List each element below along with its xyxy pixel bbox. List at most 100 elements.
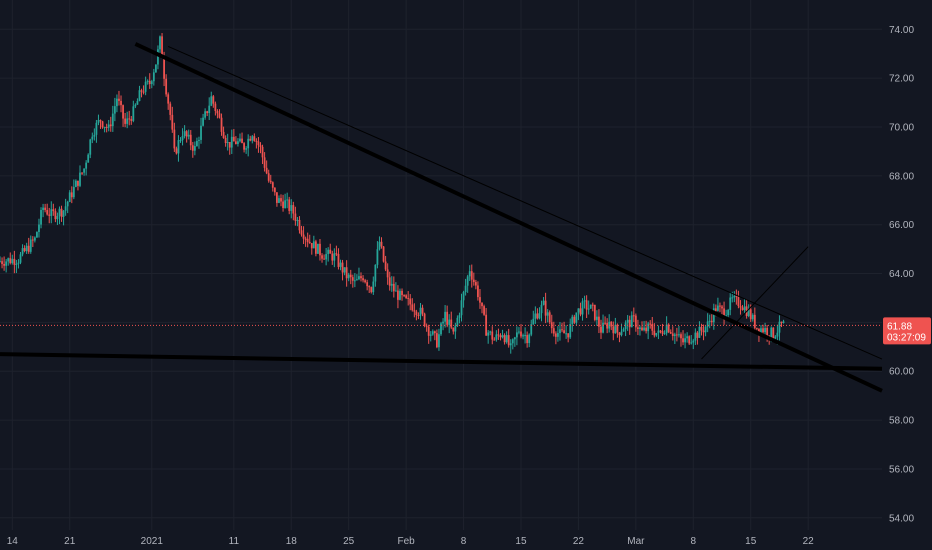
- candle-body: [148, 80, 151, 85]
- candle-body: [212, 96, 215, 104]
- candle-body: [38, 224, 40, 233]
- candle-body: [780, 321, 783, 323]
- candle-body: [116, 98, 118, 107]
- candle-body: [661, 331, 664, 334]
- candle-body: [214, 103, 217, 112]
- candle-body: [329, 249, 332, 254]
- trendline-upper-resistance-thick[interactable]: [134, 42, 883, 393]
- y-tick-label: 72.00: [889, 74, 914, 85]
- candle-body: [431, 331, 434, 335]
- candle-body: [487, 332, 490, 336]
- candle-body: [634, 315, 637, 328]
- candle-body: [758, 328, 760, 334]
- candle-body: [308, 241, 311, 244]
- candle-body: [140, 90, 143, 92]
- y-tick-label: 68.00: [889, 171, 914, 182]
- candle-body: [292, 205, 295, 214]
- candle-body: [659, 330, 662, 332]
- candle-body: [83, 168, 85, 173]
- candle-body: [343, 267, 346, 273]
- candle-body: [657, 330, 660, 333]
- candle-body: [163, 58, 165, 79]
- candle-body: [58, 208, 61, 216]
- candle-body: [349, 274, 352, 278]
- candle-body: [774, 336, 777, 339]
- candle-body: [72, 186, 75, 198]
- candle-body: [321, 255, 323, 259]
- candle-body: [341, 262, 344, 273]
- candle-body: [544, 300, 547, 316]
- candle-body: [760, 328, 762, 334]
- candle-body: [278, 198, 280, 203]
- candle-body: [479, 297, 481, 303]
- candle-body: [177, 140, 180, 154]
- candle-body: [245, 148, 248, 150]
- candle-body: [493, 339, 496, 341]
- candle-body: [429, 334, 432, 336]
- candle-body: [304, 238, 307, 240]
- candle-body: [208, 105, 211, 114]
- candle-body: [9, 258, 12, 264]
- trendline-rising-channel-line[interactable]: [701, 246, 809, 360]
- candle-body: [150, 81, 153, 85]
- candle-body: [33, 237, 36, 241]
- candle-body: [675, 334, 678, 336]
- candle-body: [97, 120, 100, 123]
- candle-body: [50, 209, 53, 216]
- candle-body: [79, 172, 81, 186]
- candle-body: [464, 285, 467, 292]
- candle-body: [776, 332, 779, 337]
- candle-body: [312, 241, 315, 249]
- candle-body: [425, 325, 428, 327]
- candle-body: [296, 219, 299, 221]
- candle-body: [579, 308, 582, 315]
- candle-body: [639, 327, 641, 329]
- trendline-support-line[interactable]: [0, 352, 883, 371]
- y-tick-label: 56.00: [889, 464, 914, 475]
- candle-body: [288, 199, 291, 211]
- candle-body: [11, 258, 14, 264]
- candle-body: [376, 249, 379, 265]
- candle-body: [351, 277, 354, 281]
- candle-body: [66, 201, 69, 207]
- candle-body: [630, 315, 633, 328]
- candle-body: [306, 238, 309, 242]
- candle-body: [103, 126, 106, 128]
- trendlines-group[interactable]: [0, 42, 883, 393]
- candle-body: [255, 140, 258, 142]
- candle-body: [265, 167, 268, 174]
- candle-body: [472, 279, 475, 283]
- candle-body: [762, 328, 764, 333]
- candle-body: [241, 138, 243, 144]
- candle-body: [585, 300, 588, 310]
- candle-body: [755, 327, 758, 329]
- candle-body: [17, 262, 20, 264]
- candle-body: [118, 98, 120, 101]
- candle-body: [159, 36, 161, 50]
- candle-body: [417, 315, 420, 317]
- candle-body: [729, 297, 732, 310]
- candle-body: [665, 324, 668, 334]
- candle-body: [15, 263, 18, 265]
- candle-body: [251, 136, 254, 141]
- y-tick-label: 60.00: [889, 367, 914, 378]
- candle-body: [511, 339, 514, 344]
- candle-body: [257, 141, 260, 146]
- candle-body: [362, 278, 364, 281]
- candle-body: [717, 305, 719, 311]
- candle-body: [770, 327, 773, 338]
- candle-body: [154, 64, 157, 73]
- candle-body: [401, 290, 403, 296]
- candle-body: [712, 308, 715, 323]
- candle-body: [456, 317, 459, 326]
- candle-body: [200, 125, 202, 140]
- candle-body: [300, 230, 303, 235]
- x-axis[interactable]: 14 21 2021 11 18 25 Feb 8 15 22 Mar 8 15 22: [7, 536, 814, 547]
- candle-body: [532, 318, 535, 325]
- trendline-upper-resistance-thin[interactable]: [167, 45, 883, 360]
- candle-body: [60, 208, 63, 217]
- candle-body: [403, 295, 405, 297]
- candle-body: [526, 335, 529, 344]
